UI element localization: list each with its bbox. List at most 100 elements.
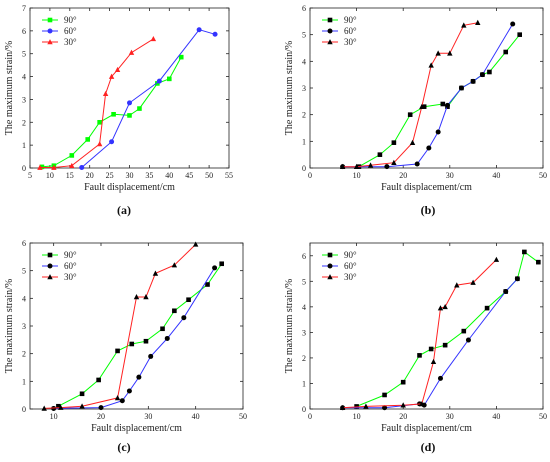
data-point-triangle — [128, 49, 135, 55]
legend-label: 30° — [64, 37, 77, 47]
data-point-square — [160, 326, 165, 332]
y-tick-label: 3 — [22, 322, 26, 331]
x-tick-label: 15 — [66, 171, 74, 180]
x-tick-label: 45 — [185, 171, 193, 180]
data-point-triangle — [102, 90, 109, 97]
data-point-square — [115, 348, 120, 354]
x-tick-label: 20 — [399, 171, 407, 180]
data-point-triangle — [363, 403, 369, 409]
y-tick-label: 6 — [22, 27, 26, 36]
data-point-triangle — [69, 162, 75, 169]
data-point-square — [428, 346, 434, 352]
x-tick-label: 35 — [145, 171, 153, 180]
x-tick-label: 5 — [28, 171, 32, 180]
y-tick-label: 3 — [22, 95, 26, 104]
y-axis-label: The maximum strain/% — [4, 41, 15, 135]
legend-marker-triangle — [327, 274, 333, 280]
legend-label: 30° — [344, 272, 357, 282]
data-point-circle — [98, 405, 104, 411]
y-tick-label: 2 — [302, 111, 306, 120]
data-point-triangle — [51, 164, 57, 170]
x-tick-label: 30 — [126, 171, 134, 180]
x-tick-label: 10 — [50, 412, 58, 421]
legend-label: 30° — [64, 272, 77, 282]
legend-marker-square — [47, 17, 53, 23]
plot-frame — [309, 242, 544, 410]
data-point-triangle — [409, 139, 416, 145]
panel-label: (a) — [117, 203, 131, 217]
data-point-triangle — [79, 403, 85, 409]
data-point-triangle — [470, 279, 476, 285]
data-point-triangle — [475, 19, 481, 25]
data-point-square — [219, 261, 224, 267]
y-tick-label: 0 — [22, 164, 26, 173]
y-tick-label: 6 — [302, 4, 306, 13]
data-point-triangle — [428, 62, 434, 68]
data-point-circle — [384, 164, 390, 170]
data-point-circle — [156, 78, 162, 84]
series-line-circle — [81, 29, 216, 168]
data-point-square — [167, 76, 172, 82]
legend-marker-circle — [327, 263, 333, 269]
legend-label: 60° — [344, 261, 357, 271]
data-point-circle — [426, 145, 432, 151]
data-point-square — [382, 392, 387, 398]
data-point-triangle — [339, 163, 346, 169]
x-tick-label: 50 — [239, 412, 247, 421]
data-point-triangle — [192, 241, 199, 247]
x-tick-label: 0 — [308, 412, 312, 421]
data-point-square — [503, 49, 509, 55]
data-point-square — [205, 282, 210, 287]
data-point-square — [97, 119, 102, 125]
data-point-triangle — [493, 256, 500, 262]
data-point-triangle — [150, 35, 157, 42]
x-tick-label: 30 — [144, 412, 152, 421]
y-tick-label: 5 — [22, 50, 26, 59]
data-point-square — [536, 259, 541, 265]
y-tick-label: 4 — [302, 303, 306, 312]
data-point-square — [407, 112, 413, 117]
data-point-triangle — [152, 270, 159, 276]
x-tick-label: 50 — [539, 412, 547, 421]
data-point-square — [377, 152, 383, 157]
y-tick-label: 0 — [22, 405, 26, 414]
data-point-triangle — [114, 395, 121, 401]
legend-marker-square — [47, 252, 53, 258]
y-tick-label: 0 — [302, 164, 306, 173]
y-tick-label: 2 — [22, 118, 26, 127]
series-line-square — [58, 263, 223, 407]
panel-label: (d) — [421, 440, 436, 454]
legend-marker-triangle — [47, 274, 53, 280]
chart-panel-4: 0 10 20 30 40 50 0 1 2 3 4 5 6 Fault displacement/cm T… — [284, 242, 547, 454]
y-tick-label: 4 — [22, 294, 26, 303]
legend-label: 60° — [64, 26, 77, 36]
data-point-circle — [470, 78, 476, 84]
x-tick-label: 55 — [225, 171, 233, 180]
data-point-triangle — [454, 282, 460, 288]
data-point-circle — [514, 276, 520, 282]
data-point-triangle — [41, 405, 47, 411]
data-point-square — [522, 249, 527, 255]
data-point-circle — [127, 100, 132, 106]
x-tick-label: 25 — [106, 171, 114, 180]
data-point-triangle — [419, 103, 425, 109]
legend-label: 30° — [344, 37, 357, 47]
x-axis-label: Fault displacement/cm — [91, 423, 182, 434]
data-point-circle — [503, 289, 509, 295]
data-point-circle — [212, 31, 218, 37]
data-point-circle — [79, 165, 85, 171]
chart-panel-2: 0 10 20 30 40 50 0 1 2 3 4 5 6 Fault displacement/cm T… — [284, 4, 547, 217]
x-tick-label: 30 — [446, 171, 454, 180]
data-point-circle — [435, 129, 441, 135]
x-tick-label: 40 — [192, 412, 200, 421]
data-point-square — [111, 111, 116, 117]
data-point-triangle — [367, 162, 374, 168]
data-point-square — [85, 137, 91, 142]
y-tick-label: 5 — [302, 31, 306, 40]
data-point-triangle — [114, 66, 121, 73]
x-tick-label: 40 — [492, 412, 500, 421]
y-tick-label: 6 — [302, 252, 306, 261]
data-point-triangle — [391, 159, 397, 165]
data-point-triangle — [400, 402, 406, 408]
x-axis-label: Fault displacement/cm — [381, 423, 472, 434]
